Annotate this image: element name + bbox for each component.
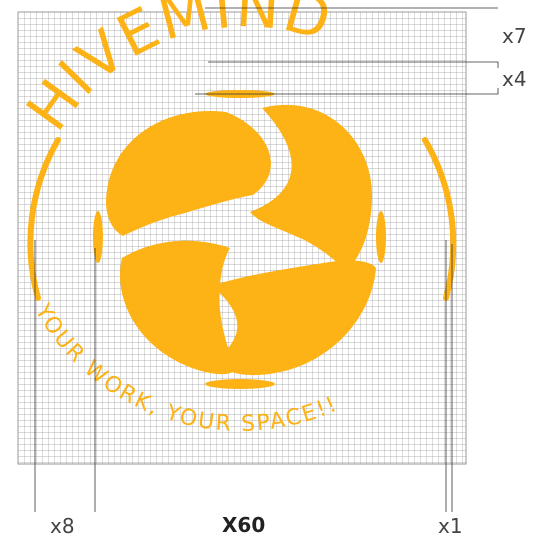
callout-x7: x7 (502, 24, 527, 48)
swirl-blade-bottom-right (212, 260, 376, 376)
callout-x60: X60 (222, 513, 265, 537)
hive-swirl-icon (106, 104, 376, 376)
leader-line-x4-lower (195, 88, 499, 95)
callout-x4: x4 (502, 67, 527, 91)
left-outer-arc (27, 137, 61, 301)
leader-lines (34, 7, 499, 512)
callout-x8: x8 (50, 514, 75, 538)
callout-x1: x1 (438, 514, 463, 538)
right-outer-arc (422, 137, 457, 301)
leader-line-x4-upper (208, 61, 499, 68)
swirl-blade-top-right (250, 104, 372, 271)
bottom-lens (205, 379, 275, 389)
swirl-blade-top-left (106, 110, 271, 236)
right-lens (376, 211, 386, 263)
swirl-blade-bottom-left (120, 240, 236, 375)
left-lens (93, 211, 103, 263)
